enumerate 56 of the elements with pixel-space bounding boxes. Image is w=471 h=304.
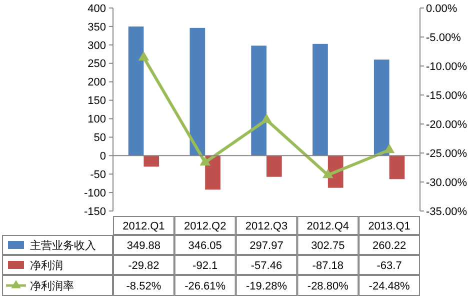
legend-label: 净利润: [30, 258, 63, 272]
bar: [190, 28, 206, 156]
y2-tick-label: 0.00%: [426, 2, 458, 15]
x-tick-label: 2012.Q2: [184, 220, 226, 232]
bar: [128, 26, 144, 156]
point: [384, 144, 395, 154]
y-tick-label: 0: [100, 150, 106, 162]
point: [138, 51, 150, 61]
data-label: -92.1: [192, 260, 218, 272]
data-label: -29.82: [128, 260, 160, 272]
data-label: -63.7: [376, 260, 402, 272]
y-tick-label: 350: [88, 21, 106, 34]
y2-tick-label: -35.00%: [426, 206, 468, 218]
bar: [312, 44, 328, 156]
data-label: 297.97: [250, 240, 284, 252]
data-label: -87.18: [312, 260, 344, 272]
x-tick-label: 2012.Q3: [245, 220, 288, 232]
data-label: 260.22: [372, 240, 406, 252]
y-tick-label: 300: [88, 40, 106, 52]
y2-tick-label: -20.00%: [426, 118, 468, 131]
x-tick-label: 2012.Q1: [122, 220, 165, 232]
y2-tick-label: -25.00%: [426, 148, 468, 160]
data-label: 349.88: [126, 240, 161, 252]
y2-tick-label: -30.00%: [426, 176, 468, 189]
x-tick-label: 2013.Q1: [368, 220, 410, 232]
y2-tick-label: -10.00%: [426, 60, 468, 73]
y-tick-label: 100: [88, 114, 106, 126]
bar: [266, 156, 282, 177]
bar: [144, 156, 160, 167]
y-tick-label: -50: [90, 168, 106, 181]
y-tick-label: 250: [88, 58, 106, 70]
y-tick-label: 400: [88, 2, 106, 15]
bar: [251, 46, 266, 156]
bar: [389, 156, 405, 180]
y-tick-label: 50: [94, 132, 106, 144]
legend-label: 净利润率: [30, 279, 74, 292]
y2-tick-label: -5.00%: [426, 32, 462, 44]
bar: [374, 60, 390, 156]
point: [261, 114, 272, 123]
legend-label: 主营业务收入: [30, 238, 96, 252]
point: [322, 168, 334, 178]
point: [200, 156, 210, 166]
y-tick-label: 200: [88, 76, 106, 89]
data-label: -26.61%: [184, 280, 226, 292]
data-label: -24.48%: [368, 280, 410, 292]
data-label: -28.80%: [307, 280, 349, 292]
y-tick-label: -100: [84, 187, 106, 200]
data-label: -19.28%: [246, 280, 288, 292]
y2-tick-label: -15.00%: [426, 90, 468, 102]
x-tick-label: 2012.Q4: [306, 220, 349, 232]
data-label: 302.75: [311, 240, 345, 252]
y-tick-label: -150: [84, 206, 106, 218]
y-tick-label: 150: [88, 95, 106, 108]
data-label: -8.52%: [126, 280, 162, 292]
data-label: 346.05: [188, 240, 222, 252]
data-label: -57.46: [250, 260, 282, 272]
